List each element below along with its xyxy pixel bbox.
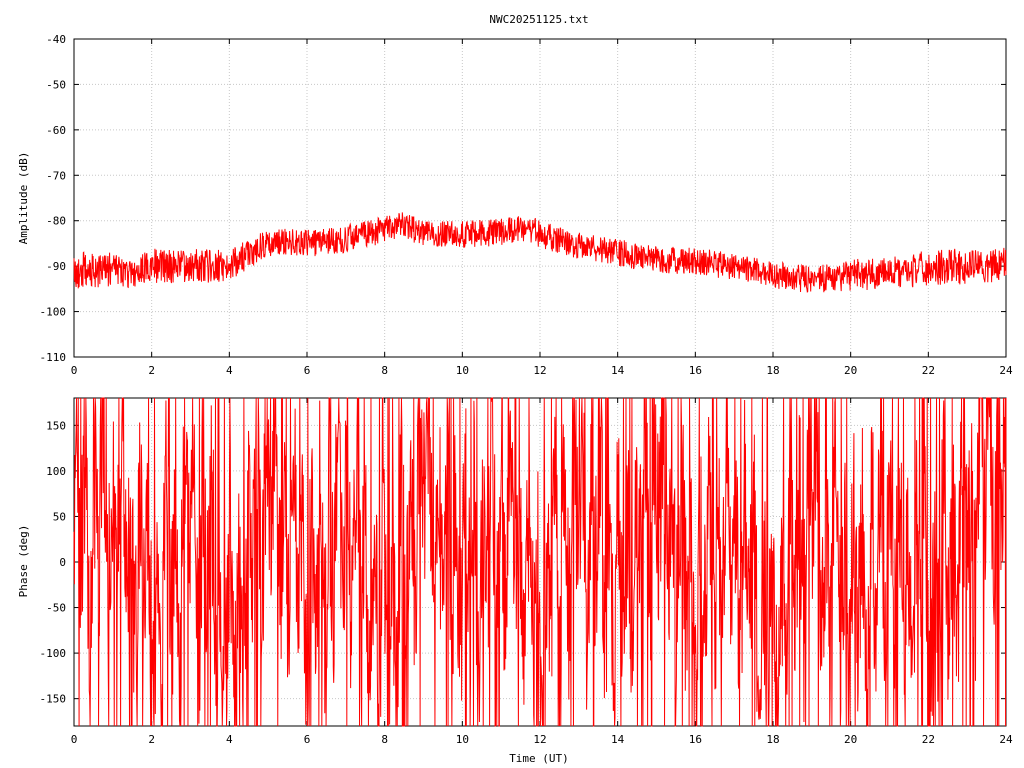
amplitude-x-tick-label: 20 — [844, 364, 857, 377]
phase-y-tick-label: -100 — [40, 647, 67, 660]
phase-x-tick-label: 18 — [766, 733, 779, 746]
amplitude-x-tick-label: 12 — [533, 364, 546, 377]
phase-x-tick-label: 0 — [71, 733, 78, 746]
amplitude-x-tick-label: 8 — [381, 364, 388, 377]
phase-x-axis-label: Time (UT) — [509, 752, 569, 765]
amplitude-chart: 0 2 4 6 8 10 12 14 16 18 20 22 24-110-100-90-80-70-6… — [40, 33, 1013, 377]
amplitude-y-tick-label: -90 — [46, 260, 66, 273]
phase-x-tick-label: 6 — [304, 733, 311, 746]
phase-y-axis-label: Phase (deg) — [17, 525, 30, 598]
phase-x-tick-label: 12 — [533, 733, 546, 746]
phase-series-line — [73, 397, 1007, 727]
amplitude-series-line — [73, 212, 1007, 293]
phase-x-tick-label: 8 — [381, 733, 388, 746]
phase-y-tick-label: 50 — [53, 510, 66, 523]
amplitude-y-tick-label: -60 — [46, 124, 66, 137]
phase-x-tick-label: 14 — [611, 733, 625, 746]
amplitude-x-tick-label: 16 — [689, 364, 702, 377]
amplitude-x-tick-label: 10 — [456, 364, 469, 377]
amplitude-y-axis-label: Amplitude (dB) — [17, 152, 30, 245]
amplitude-y-tick-label: -70 — [46, 169, 66, 182]
phase-x-tick-label: 16 — [689, 733, 702, 746]
amplitude-y-tick-label: -100 — [40, 306, 67, 319]
phase-y-tick-label: 0 — [59, 556, 66, 569]
phase-x-tick-label: 10 — [456, 733, 469, 746]
amplitude-y-tick-label: -50 — [46, 78, 66, 91]
phase-x-tick-label: 4 — [226, 733, 233, 746]
phase-y-tick-label: 150 — [46, 419, 66, 432]
amplitude-x-tick-label: 0 — [71, 364, 78, 377]
phase-y-tick-label: 100 — [46, 465, 66, 478]
amplitude-x-tick-label: 14 — [611, 364, 625, 377]
phase-chart: 0 2 4 6 8 10 12 14 16 18 20 22 24-150-100-5005010015… — [40, 397, 1013, 746]
phase-y-tick-label: -150 — [40, 693, 67, 706]
amplitude-x-tick-label: 6 — [304, 364, 311, 377]
amplitude-x-tick-label: 24 — [999, 364, 1013, 377]
amplitude-y-tick-label: -110 — [40, 351, 67, 364]
phase-x-tick-label: 24 — [999, 733, 1013, 746]
amplitude-y-tick-label: -80 — [46, 215, 66, 228]
phase-y-tick-label: -50 — [46, 602, 66, 615]
chart-title: NWC20251125.txt — [489, 13, 588, 26]
amplitude-x-tick-label: 22 — [922, 364, 935, 377]
amplitude-y-tick-label: -40 — [46, 33, 66, 46]
phase-x-tick-label: 2 — [148, 733, 155, 746]
phase-x-tick-label: 20 — [844, 733, 857, 746]
amplitude-x-tick-label: 4 — [226, 364, 233, 377]
amplitude-x-tick-label: 18 — [766, 364, 779, 377]
amplitude-x-tick-label: 2 — [148, 364, 155, 377]
phase-x-tick-label: 22 — [922, 733, 935, 746]
